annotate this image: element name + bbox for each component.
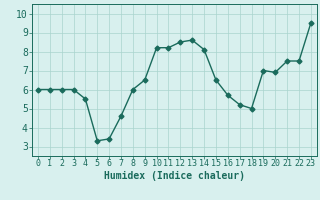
X-axis label: Humidex (Indice chaleur): Humidex (Indice chaleur) <box>104 171 245 181</box>
